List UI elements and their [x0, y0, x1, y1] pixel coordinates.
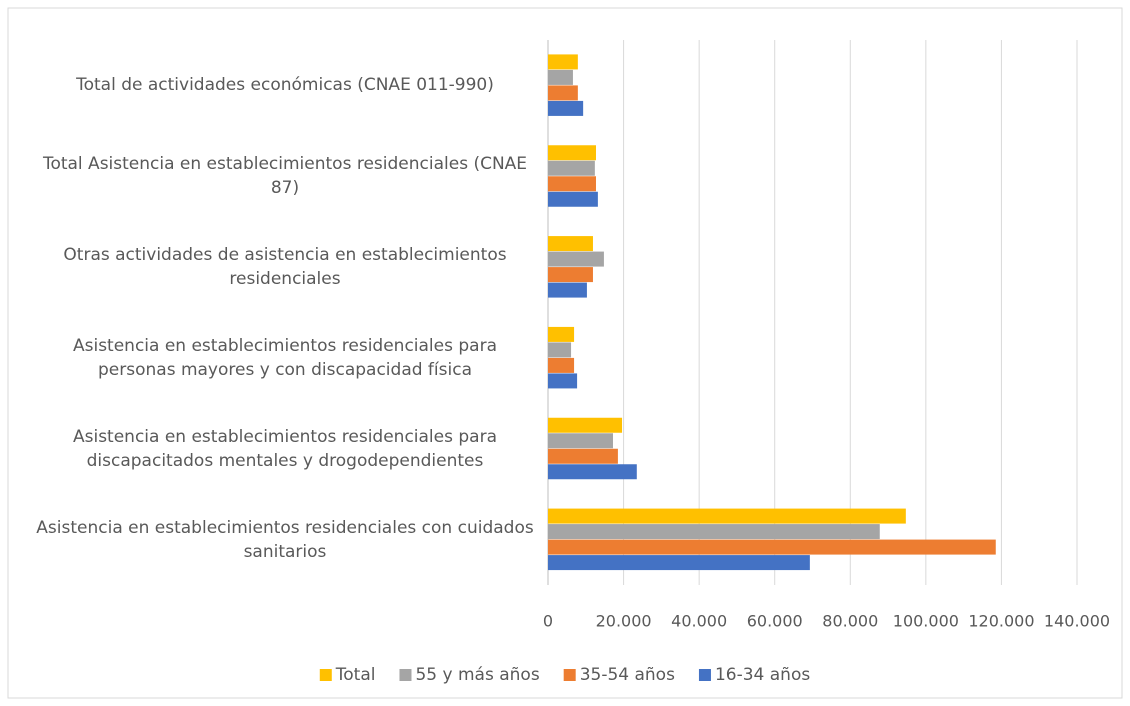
x-tick-label: 80.000 — [822, 612, 878, 631]
legend-swatch — [399, 669, 412, 681]
bar — [548, 539, 996, 555]
y-tick-label: Asistencia en establecimientos residenci… — [72, 335, 497, 380]
legend-label: 16-34 años — [715, 665, 810, 685]
bar — [548, 69, 573, 85]
bar — [548, 555, 810, 571]
x-tick-label: 0 — [543, 612, 553, 631]
bar — [548, 100, 584, 116]
bar — [548, 417, 623, 433]
x-tick-label: 120.000 — [968, 612, 1034, 631]
legend-label: 35-54 años — [580, 665, 675, 685]
y-tick-label: Asistencia en establecimientos residenci… — [72, 426, 497, 471]
bar — [548, 508, 906, 524]
x-tick-label: 60.000 — [747, 612, 803, 631]
legend-label: 55 y más años — [415, 665, 539, 685]
y-tick-label: Total Asistencia en establecimientos res… — [42, 154, 528, 199]
bar — [548, 145, 596, 161]
bar — [548, 282, 587, 298]
bar — [548, 85, 578, 101]
x-tick-label: 140.000 — [1044, 612, 1110, 631]
bar — [548, 357, 575, 373]
bar — [548, 433, 613, 449]
y-tick-label: Otras actividades de asistencia en estab… — [63, 245, 507, 290]
legend-label: Total — [335, 665, 376, 685]
bar — [548, 236, 593, 252]
bar — [548, 160, 595, 176]
bar — [548, 176, 596, 192]
bar — [548, 464, 637, 480]
bar — [548, 251, 604, 267]
bar — [548, 342, 572, 358]
x-tick-label: 100.000 — [893, 612, 959, 631]
y-tick-label: Total de actividades económicas (CNAE 01… — [76, 75, 494, 96]
x-tick-label: 40.000 — [671, 612, 727, 631]
bar — [548, 448, 618, 464]
bar — [548, 267, 593, 283]
legend-swatch — [319, 669, 332, 681]
bar — [548, 373, 578, 389]
y-tick-label: Asistencia en establecimientos residenci… — [36, 517, 534, 562]
chart-border — [7, 7, 1123, 699]
x-tick-label: 20.000 — [596, 612, 652, 631]
bar — [548, 54, 578, 70]
legend-swatch — [698, 669, 711, 681]
bar — [548, 326, 575, 342]
bar — [548, 191, 598, 207]
legend-swatch — [563, 669, 576, 681]
bar — [548, 524, 880, 540]
